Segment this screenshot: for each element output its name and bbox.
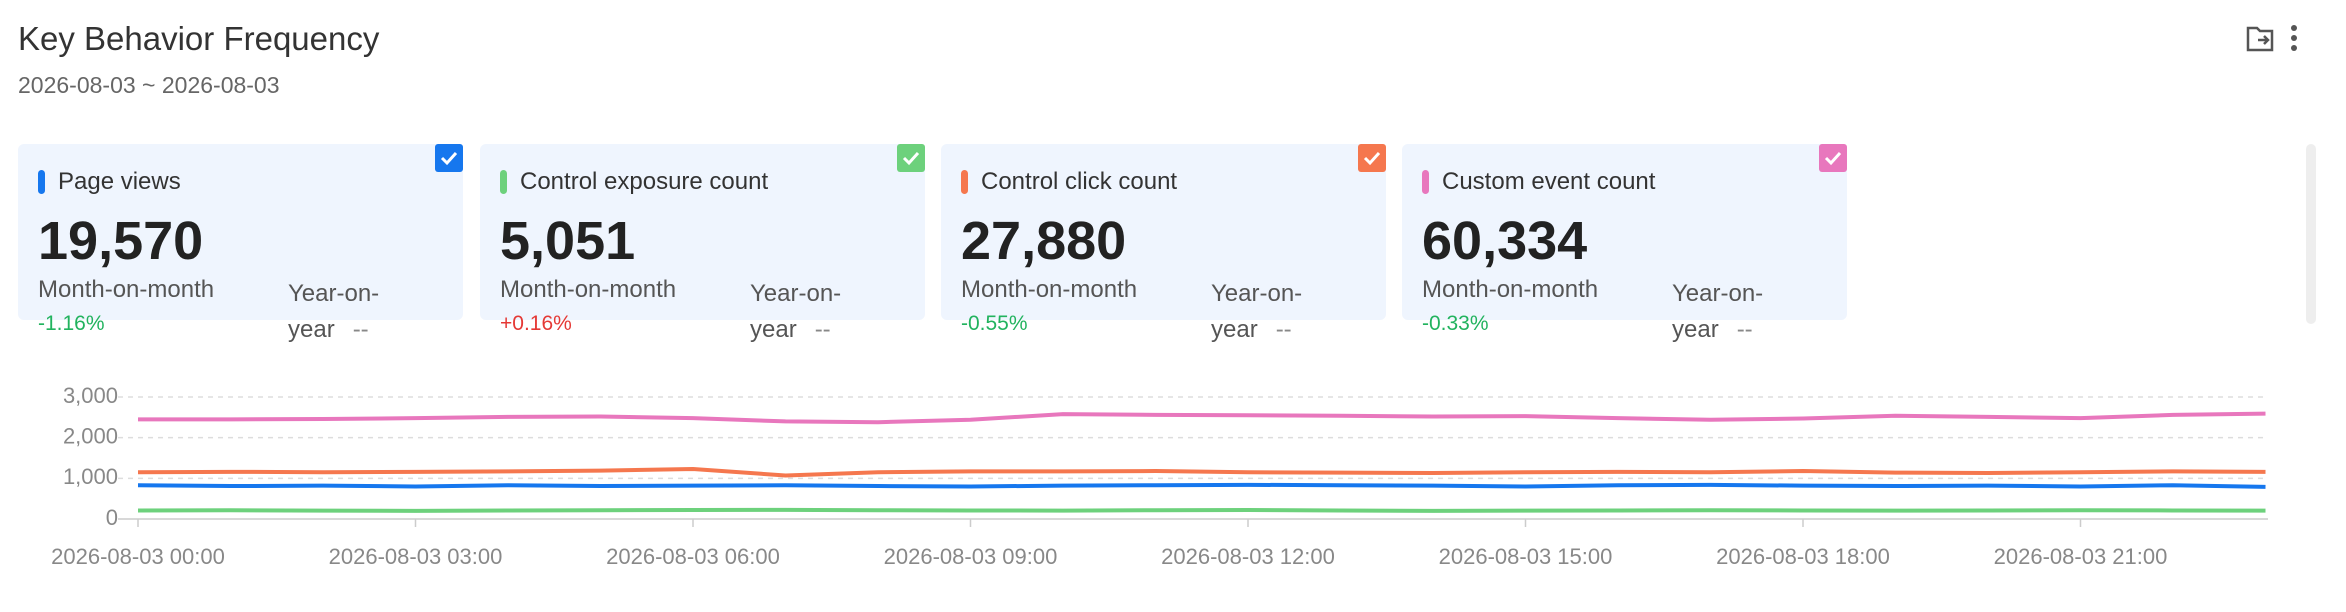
metric-card: Custom event count 60,334 Month-on-month -0… (1402, 144, 1847, 343)
yoy-label: Year-on-year (1672, 280, 1764, 343)
y-tick-label: 2,000 (63, 423, 118, 448)
y-tick-label: 3,000 (63, 383, 118, 408)
mom-label: Month-on-month (38, 276, 215, 303)
x-tick-label: 2026-08-03 21:00 (1994, 544, 2168, 569)
color-marker (961, 170, 968, 194)
title: Key Behavior Frequency (18, 20, 380, 57)
mom-label: Month-on-month (1422, 276, 1599, 303)
x-tick-label: 2026-08-03 15:00 (1439, 544, 1613, 569)
mom-value: +0.16% (500, 312, 572, 335)
metric-name: Control click count (981, 168, 1178, 195)
series-line (137, 466, 2266, 478)
yoy-label: Year-on-year (288, 280, 380, 343)
yoy-label: Year-on-year (750, 280, 842, 343)
scrollbar[interactable] (2306, 144, 2316, 324)
y-tick-label: 0 (106, 505, 118, 530)
x-tick-label: 2026-08-03 00:00 (51, 544, 225, 569)
toolbar (2246, 25, 2297, 52)
yoy-label: Year-on-year (1211, 280, 1303, 343)
metric-value: 27,880 (961, 211, 1127, 271)
more-icon[interactable] (2291, 25, 2297, 51)
yoy-value: -- (1275, 316, 1292, 343)
metric-name: Page views (58, 168, 181, 195)
metric-value: 60,334 (1422, 211, 1588, 271)
yoy: Year-on-year -- (1672, 276, 1782, 348)
color-marker (38, 170, 45, 194)
x-tick-label: 2026-08-03 12:00 (1161, 544, 1335, 569)
x-tick-label: 2026-08-03 06:00 (606, 544, 780, 569)
series-line (137, 507, 2266, 513)
mom-value: -0.55% (961, 312, 1028, 335)
mom-label: Month-on-month (500, 276, 677, 303)
metric-value: 5,051 (500, 211, 636, 271)
metric-card: Control click count 27,880 Month-on-month -… (941, 144, 1386, 343)
date-range: 2026-08-03 ~ 2026-08-03 (18, 72, 280, 98)
mom-value: -1.16% (38, 312, 105, 335)
yoy: Year-on-year -- (1211, 276, 1321, 348)
metric-card: Control exposure count 5,051 Month-on-mont… (480, 144, 925, 343)
metric-value: 19,570 (38, 211, 204, 271)
export-icon[interactable] (2246, 26, 2274, 52)
color-marker (1422, 170, 1429, 194)
checkbox[interactable] (897, 144, 925, 172)
x-tick-label: 2026-08-03 18:00 (1716, 544, 1890, 569)
y-tick-label: 1,000 (63, 464, 118, 489)
color-marker (500, 170, 507, 194)
metric-name: Control exposure count (520, 168, 769, 195)
x-tick-label: 2026-08-03 09:00 (884, 544, 1058, 569)
series-line (138, 411, 2266, 425)
x-tick-label: 2026-08-03 03:00 (329, 544, 503, 569)
metric-card: Page views 19,570 Month-on-month -1.16% Year… (18, 144, 463, 343)
yoy-value: -- (814, 316, 831, 343)
mom-label: Month-on-month (961, 276, 1138, 303)
yoy: Year-on-year -- (288, 276, 398, 348)
checkbox[interactable] (435, 144, 463, 172)
metric-name: Custom event count (1442, 168, 1656, 195)
mom-value: -0.33% (1422, 312, 1489, 335)
yoy-value: -- (352, 316, 369, 343)
yoy: Year-on-year -- (750, 276, 860, 348)
series-line (137, 482, 2266, 489)
checkbox[interactable] (1358, 144, 1386, 172)
checkbox[interactable] (1819, 144, 1847, 172)
yoy-value: -- (1736, 316, 1753, 343)
